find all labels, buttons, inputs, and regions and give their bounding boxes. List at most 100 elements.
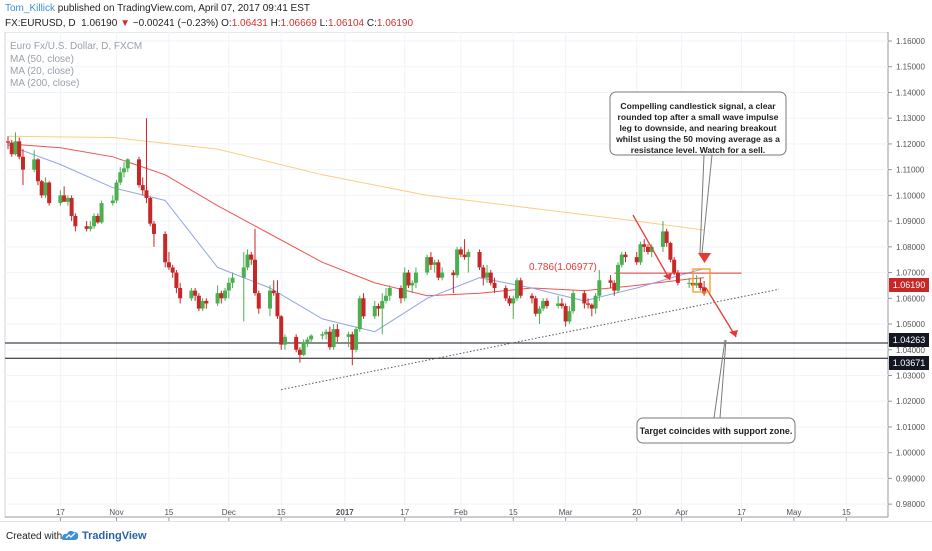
candle-body (95, 215, 100, 223)
callout-top[interactable]: Compelling candlestick signal, a clearro… (609, 91, 787, 254)
candle-body (148, 197, 153, 224)
candle-body (541, 300, 546, 309)
chart-header: Tom_Killick published on TradingView.com… (0, 0, 932, 32)
callout-top-pointer (699, 154, 705, 254)
candle-body (320, 334, 325, 336)
candle-body (503, 288, 508, 299)
high-label: H: (270, 18, 281, 29)
author-link[interactable]: Tom_Killick (5, 3, 56, 14)
low-value: 1.06104 (327, 18, 365, 29)
candle-body (529, 295, 534, 299)
candle-body (413, 272, 418, 283)
high-value: 1.06669 (280, 18, 317, 29)
candle-body (144, 190, 149, 198)
candle-body (114, 182, 119, 201)
candle-body (586, 303, 591, 305)
candle-body (567, 311, 572, 322)
x-tick-label: Nov (109, 508, 123, 517)
callout-top-line: rounded top after a small wave impulse (618, 112, 779, 122)
candle-body (267, 290, 272, 309)
candles (6, 118, 707, 366)
candle-body (387, 288, 392, 296)
candle-body (616, 264, 621, 291)
candle-body (436, 262, 441, 278)
trendline-path (281, 288, 780, 391)
candle-body (477, 251, 482, 268)
candle-body (118, 172, 123, 183)
callout-top-line: leg to downside, and nearing breakout (619, 123, 776, 133)
candle-body (88, 226, 93, 229)
candle-body (331, 329, 336, 348)
y-tick-label: 1.08000 (896, 243, 925, 252)
candle-body (58, 195, 63, 204)
y-tick-label: 1.12000 (896, 140, 925, 149)
candle-body (256, 293, 261, 309)
candle-body (69, 197, 74, 216)
candle-body (223, 290, 228, 299)
line2-label: 1.03671 (893, 358, 926, 368)
candle-body (140, 185, 145, 191)
candle-body (589, 304, 594, 309)
candle-body (380, 300, 385, 309)
candle-body (354, 329, 359, 350)
tradingview-brand[interactable]: TradingView (82, 530, 147, 542)
legend-ma200[interactable]: MA (200, close) (10, 78, 79, 89)
candle-body (410, 282, 415, 286)
ma200-line (7, 135, 705, 231)
callout-top-line: whilst using the 50 moving average as a (615, 134, 780, 144)
arrow-down-2[interactable] (705, 287, 737, 338)
drawings[interactable] (632, 214, 738, 338)
callout-top-pointer-2 (701, 154, 713, 254)
y-tick-label: 0.98000 (896, 500, 925, 509)
x-tick-label: Mar (559, 508, 573, 517)
y-tick-label: 0.99000 (896, 474, 925, 483)
candle-body (571, 293, 576, 312)
y-tick-label: 1.00000 (896, 449, 925, 458)
line2-badge (889, 356, 929, 370)
y-tick-label: 1.14000 (896, 88, 925, 97)
callout-top-line: Compelling candlestick signal, a clear (620, 101, 776, 111)
highlight-box[interactable] (692, 268, 711, 293)
candle-body (110, 200, 115, 204)
publish-info: Tom_Killick published on TradingView.com… (5, 3, 310, 14)
x-tick-label: 17 (737, 508, 746, 517)
arrow-down-2-head (729, 330, 738, 337)
candle-body (324, 331, 329, 335)
candle-body (253, 259, 258, 294)
candle-body (694, 282, 699, 286)
candle-body (668, 242, 673, 260)
arrow-down-1[interactable] (632, 214, 671, 281)
candle-body (43, 182, 48, 196)
legend-ma20[interactable]: MA (20, close) (10, 66, 74, 77)
candle-body (428, 257, 433, 265)
candle-body (507, 298, 512, 304)
close-label: C: (366, 18, 377, 29)
candle-body (73, 215, 78, 227)
candle-body (533, 298, 538, 314)
y-tick-label: 1.06000 (896, 294, 925, 303)
y-tick-label: 1.01000 (896, 423, 925, 432)
y-tick-label: 1.09000 (896, 217, 925, 226)
trendline[interactable] (281, 288, 780, 391)
change-value: −0.00241 (−0.23%) (132, 18, 219, 29)
footer: Created with TradingView (0, 521, 932, 551)
candle-body (492, 282, 497, 289)
y-tick-label: 1.02000 (896, 397, 925, 406)
y-tick-label: 1.04000 (896, 346, 925, 355)
candle-body (458, 249, 463, 255)
chart-area[interactable]: 1.16000 1.15000 1.14000 1.13000 1.12000 1.110… (0, 31, 932, 521)
candle-body (174, 272, 179, 289)
candle-body (47, 182, 52, 204)
candle-body (702, 287, 707, 294)
candle-body (92, 215, 97, 227)
candle-body (271, 290, 276, 294)
candle-body (301, 342, 306, 355)
legend-ma50[interactable]: MA (50, close) (10, 54, 74, 65)
tradingview-logo-icon[interactable] (60, 528, 80, 545)
price-chart[interactable]: 1.16000 1.15000 1.14000 1.13000 1.12000 1.110… (0, 31, 932, 521)
support-lines[interactable] (5, 342, 888, 359)
candle-body (9, 142, 14, 155)
signal-marker-icon (698, 253, 711, 263)
x-tick-label: 15 (842, 508, 851, 517)
callout-bottom[interactable]: Target coincides with support zone. (636, 339, 796, 444)
